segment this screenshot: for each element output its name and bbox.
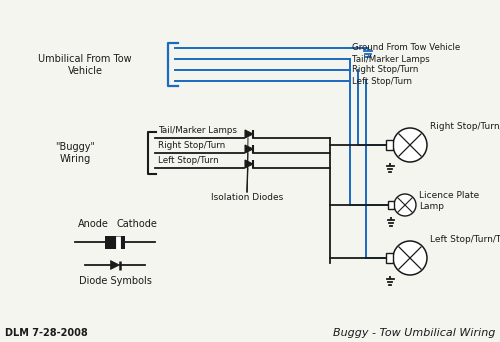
Bar bbox=[386, 140, 393, 150]
Text: Diode Symbols: Diode Symbols bbox=[78, 276, 152, 286]
Polygon shape bbox=[245, 145, 253, 153]
Text: Ground From Tow Vehicle: Ground From Tow Vehicle bbox=[352, 43, 460, 53]
Polygon shape bbox=[245, 160, 253, 168]
Bar bbox=[105, 236, 125, 249]
Circle shape bbox=[393, 241, 427, 275]
Text: Licence Plate
Lamp: Licence Plate Lamp bbox=[419, 191, 479, 211]
Polygon shape bbox=[245, 130, 253, 138]
Text: Umbilical From Tow
Vehicle: Umbilical From Tow Vehicle bbox=[38, 54, 132, 76]
Text: Cathode: Cathode bbox=[116, 219, 158, 229]
Text: DLM 7-28-2008: DLM 7-28-2008 bbox=[5, 328, 88, 338]
Text: Anode: Anode bbox=[78, 219, 108, 229]
Text: Tail/Marker Lamps: Tail/Marker Lamps bbox=[352, 54, 430, 64]
Bar bbox=[388, 201, 394, 209]
Text: Right Stop/Turn/Tail: Right Stop/Turn/Tail bbox=[430, 122, 500, 131]
Text: Left Stop/Turn/Tail: Left Stop/Turn/Tail bbox=[430, 235, 500, 244]
Text: Right Stop/Turn: Right Stop/Turn bbox=[158, 141, 225, 150]
Text: Tail/Marker Lamps: Tail/Marker Lamps bbox=[158, 126, 237, 135]
Text: "Buggy"
Wiring: "Buggy" Wiring bbox=[55, 142, 95, 164]
Text: Buggy - Tow Umbilical Wiring: Buggy - Tow Umbilical Wiring bbox=[332, 328, 495, 338]
Text: Isolation Diodes: Isolation Diodes bbox=[211, 193, 283, 202]
Text: Left Stop/Turn: Left Stop/Turn bbox=[158, 156, 218, 165]
Bar bbox=[386, 253, 393, 263]
Circle shape bbox=[394, 194, 416, 216]
Circle shape bbox=[393, 128, 427, 162]
Text: Left Stop/Turn: Left Stop/Turn bbox=[352, 77, 412, 86]
Text: Right Stop/Turn: Right Stop/Turn bbox=[352, 66, 418, 75]
Polygon shape bbox=[110, 261, 120, 269]
